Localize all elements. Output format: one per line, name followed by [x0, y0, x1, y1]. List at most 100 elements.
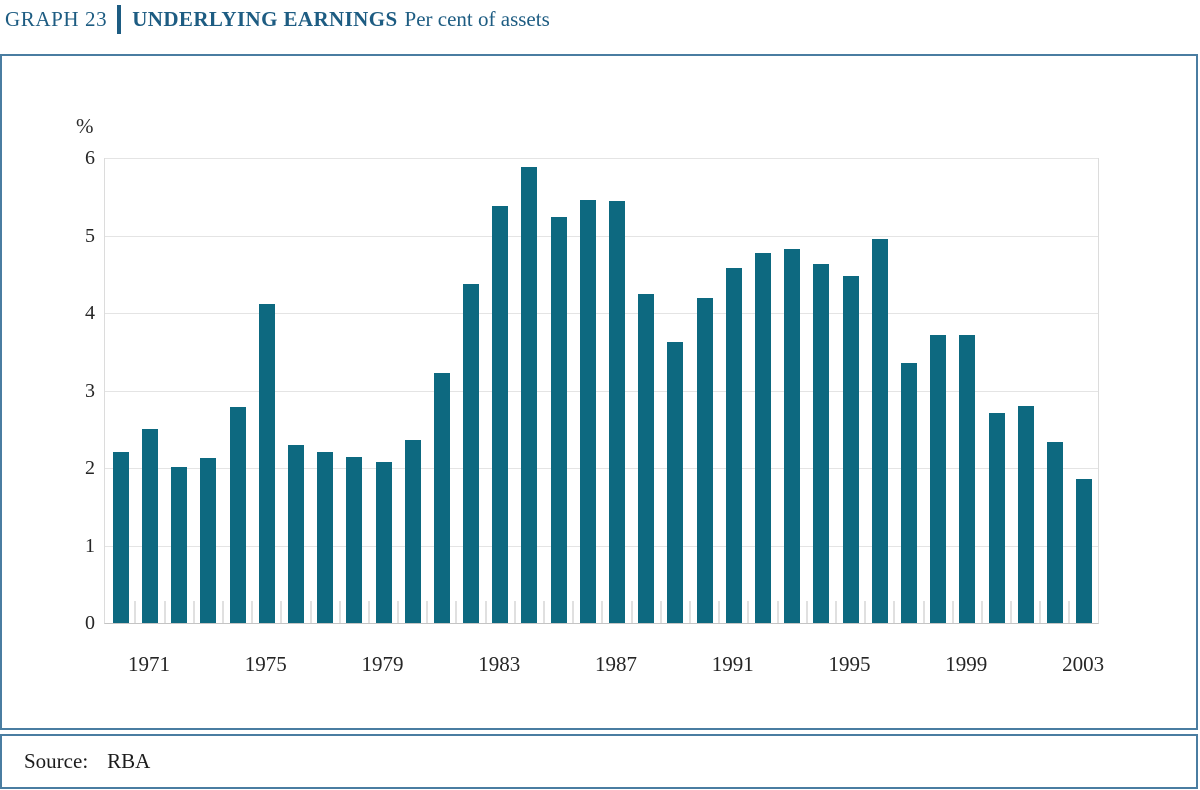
gridline-2 — [105, 468, 1098, 469]
gridline-6 — [105, 158, 1098, 159]
bar-1975 — [258, 303, 275, 623]
bar-1983 — [492, 206, 509, 623]
x-axis-minor-tick — [513, 601, 516, 623]
x-axis-minor-tick — [864, 601, 867, 623]
x-axis-minor-tick — [601, 601, 604, 623]
bar-1980 — [404, 440, 421, 623]
y-tick-label-3: 3 — [85, 379, 95, 402]
x-axis-minor-tick — [718, 601, 721, 623]
x-axis-minor-tick — [776, 601, 779, 623]
bar-2003 — [1076, 478, 1093, 623]
bar-1985 — [550, 216, 567, 623]
bar-1990 — [696, 297, 713, 623]
x-axis-minor-tick — [338, 601, 341, 623]
x-axis-minor-tick — [980, 601, 983, 623]
x-axis-minor-tick — [455, 601, 458, 623]
x-axis-minor-tick — [543, 601, 546, 623]
bar-1999 — [959, 335, 976, 623]
x-tick-label-1979: 1979 — [361, 652, 404, 676]
y-tick-label-0: 0 — [85, 612, 95, 634]
bar-1995 — [842, 275, 859, 623]
bar-2000 — [988, 412, 1005, 623]
source-value: RBA — [107, 749, 151, 773]
bar-1981 — [433, 372, 450, 623]
plot-area — [104, 158, 1099, 624]
x-axis-minor-tick — [805, 601, 808, 623]
x-axis-minor-tick — [689, 601, 691, 623]
bar-1974 — [229, 406, 246, 623]
source-label: Source: — [24, 749, 89, 773]
y-tick-label-4: 4 — [85, 302, 95, 324]
y-tick-label-1: 1 — [85, 534, 95, 557]
x-axis-minor-tick — [922, 601, 925, 623]
x-tick-label-2003: 2003 — [1062, 652, 1105, 676]
x-axis-minor-tick — [367, 601, 370, 623]
x-axis-minor-tick — [572, 601, 575, 623]
bar-1988 — [638, 294, 655, 623]
x-axis-minor-tick — [251, 601, 254, 623]
x-axis-minor-tick — [397, 601, 400, 623]
gridline-4 — [105, 313, 1098, 314]
bar-1977 — [317, 451, 334, 623]
graph-title: UNDERLYING EARNINGS — [132, 6, 398, 31]
x-axis-minor-tick — [659, 601, 662, 623]
y-tick-label-6: 6 — [85, 147, 95, 169]
x-axis-minor-tick — [893, 601, 896, 623]
x-axis-minor-tick — [951, 601, 954, 623]
source-panel: Source: RBA — [0, 734, 1198, 789]
bar-1971 — [141, 429, 158, 623]
bar-2001 — [1017, 406, 1034, 623]
bar-1996 — [871, 238, 888, 623]
x-axis-minor-tick — [280, 601, 283, 623]
x-tick-label-1971: 1971 — [127, 652, 170, 676]
x-axis-minor-tick — [834, 601, 837, 623]
x-axis-minor-tick — [134, 601, 137, 623]
bar-1982 — [463, 283, 480, 623]
x-axis-minor-tick — [192, 601, 195, 623]
graph-header: GRAPH 23 UNDERLYING EARNINGS Per cent of… — [5, 3, 550, 35]
bar-1973 — [200, 457, 217, 623]
x-axis-minor-tick — [484, 601, 487, 623]
x-axis-minor-tick — [1068, 601, 1071, 623]
x-tick-label-1991: 1991 — [711, 652, 754, 676]
bar-1992 — [754, 252, 771, 623]
x-axis-minor-tick — [630, 601, 633, 623]
x-tick-label-1987: 1987 — [595, 652, 638, 676]
gridline-5 — [105, 235, 1098, 237]
bar-2002 — [1046, 442, 1063, 623]
graph-subtitle: Per cent of assets — [404, 6, 550, 31]
bar-1989 — [667, 342, 684, 623]
bar-1993 — [784, 249, 801, 623]
bar-1991 — [725, 268, 742, 623]
bar-1970 — [112, 451, 129, 623]
bar-1986 — [579, 199, 596, 623]
bar-1978 — [346, 457, 363, 623]
x-axis-minor-tick — [1010, 601, 1013, 623]
bar-1997 — [900, 362, 917, 623]
y-axis-unit-label: % — [76, 114, 94, 138]
bar-1976 — [287, 444, 304, 623]
x-axis-minor-tick — [747, 601, 750, 623]
y-tick-label-5: 5 — [85, 224, 95, 247]
bar-1979 — [375, 461, 392, 623]
x-tick-label-1983: 1983 — [478, 652, 521, 676]
x-axis-minor-tick — [221, 601, 224, 623]
x-axis-minor-tick — [1039, 601, 1042, 623]
bar-1994 — [813, 264, 830, 623]
x-axis-minor-tick — [309, 601, 312, 623]
x-tick-label-1999: 1999 — [945, 652, 988, 676]
gridline-3 — [105, 390, 1098, 392]
bar-1998 — [930, 335, 947, 623]
graph-number: GRAPH 23 — [5, 6, 108, 31]
x-tick-label-1975: 1975 — [244, 652, 287, 676]
header-divider — [117, 4, 122, 34]
gridline-1 — [105, 545, 1098, 547]
x-tick-label-1995: 1995 — [828, 652, 871, 676]
bar-1972 — [171, 467, 188, 623]
bar-1984 — [521, 167, 538, 623]
bar-1987 — [609, 200, 626, 623]
y-tick-label-2: 2 — [85, 457, 95, 479]
x-axis-minor-tick — [426, 601, 429, 623]
x-axis-minor-tick — [163, 601, 166, 623]
